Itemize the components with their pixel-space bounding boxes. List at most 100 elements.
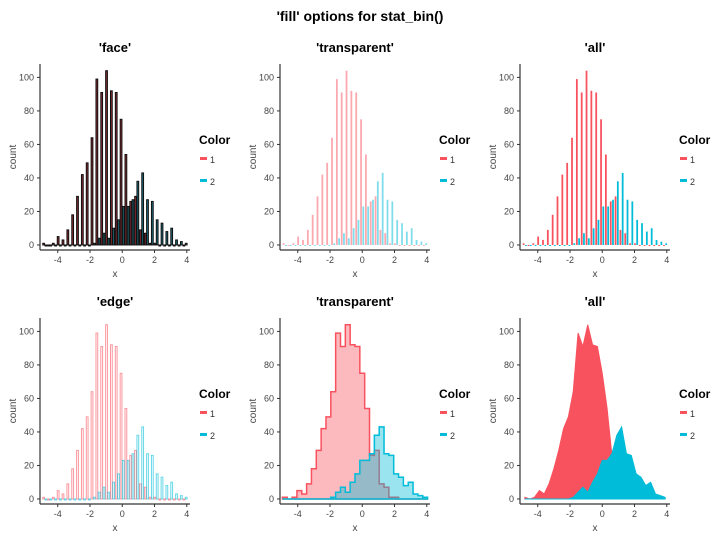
bar-series-2 bbox=[410, 228, 413, 245]
legend: Color 1 2 bbox=[439, 387, 471, 441]
x-tick-label: 4 bbox=[424, 255, 429, 265]
bar-series-2 bbox=[78, 244, 82, 247]
bar-series-1 bbox=[580, 92, 583, 245]
bar-series-1 bbox=[172, 244, 176, 247]
x-tick-label: 2 bbox=[632, 509, 637, 519]
y-axis-label: count bbox=[8, 145, 19, 170]
bar-series-2 bbox=[420, 241, 423, 245]
bar-series-2 bbox=[146, 199, 149, 246]
bar-series-2 bbox=[97, 491, 101, 500]
bar-series-2 bbox=[131, 199, 135, 246]
bar-series-2 bbox=[401, 223, 403, 245]
bar-series-2 bbox=[352, 228, 355, 245]
step-area-series-1 bbox=[281, 323, 428, 500]
area-series-1 bbox=[524, 324, 666, 500]
legend: Color 1 2 bbox=[439, 133, 471, 187]
bar-series-2 bbox=[645, 231, 648, 245]
bar-series-2 bbox=[155, 219, 159, 246]
x-tick-label: 2 bbox=[392, 509, 397, 519]
panel-6: 'all' 0 20 40 60 80 100 -4 -2 0 2 4 x count Color 1 2 bbox=[488, 294, 711, 534]
y-tick-label: 80 bbox=[264, 360, 274, 370]
y-tick-label: 0 bbox=[509, 240, 514, 250]
legend-key-1 bbox=[440, 411, 447, 414]
legend-key-2 bbox=[440, 433, 447, 436]
bar-series-1 bbox=[408, 244, 411, 246]
bar-series-2 bbox=[59, 244, 62, 247]
bar-series-2 bbox=[141, 426, 145, 500]
bar-series-2 bbox=[328, 244, 331, 246]
bar-series-2 bbox=[44, 244, 48, 247]
bar-series-1 bbox=[134, 449, 137, 500]
bar-series-1 bbox=[95, 78, 99, 246]
bar-series-2 bbox=[160, 476, 164, 500]
y-tick-label: 60 bbox=[264, 393, 274, 403]
bar-series-1 bbox=[374, 196, 377, 245]
bar-series-2 bbox=[73, 498, 77, 501]
bar-series-1 bbox=[139, 229, 142, 246]
bar-series-1 bbox=[153, 496, 157, 500]
legend-label-2: 2 bbox=[210, 177, 215, 187]
bar-series-1 bbox=[585, 70, 588, 245]
bar-series-1 bbox=[56, 236, 60, 246]
bar-series-2 bbox=[160, 222, 164, 246]
bar-series-2 bbox=[126, 205, 130, 246]
x-axis-label: x bbox=[113, 269, 118, 280]
bar-series-1 bbox=[292, 243, 295, 245]
bar-series-2 bbox=[425, 243, 428, 245]
bar-series-1 bbox=[105, 324, 108, 500]
bar-series-2 bbox=[112, 227, 116, 246]
bar-series-1 bbox=[42, 242, 46, 246]
bar-series-2 bbox=[299, 244, 302, 246]
y-tick-label: 60 bbox=[24, 139, 34, 149]
bar-series-2 bbox=[357, 219, 360, 245]
x-tick-label: 2 bbox=[152, 509, 157, 519]
y-tick-label: 80 bbox=[24, 106, 34, 116]
bar-series-2 bbox=[367, 206, 370, 245]
bar-series-1 bbox=[168, 244, 171, 247]
bar-series-2 bbox=[92, 496, 96, 500]
bar-series-1 bbox=[158, 244, 162, 247]
panel-title: 'transparent' bbox=[316, 40, 394, 55]
bar-series-1 bbox=[148, 242, 152, 246]
bar-series-1 bbox=[80, 428, 84, 500]
legend: Color 1 2 bbox=[679, 133, 711, 187]
bar-series-2 bbox=[141, 172, 145, 246]
bar-series-1 bbox=[172, 498, 176, 501]
bar-series-2 bbox=[68, 244, 72, 247]
bar-series-2 bbox=[333, 243, 336, 245]
y-tick-label: 40 bbox=[264, 173, 274, 183]
bar-series-1 bbox=[605, 154, 607, 245]
legend-title: Color bbox=[199, 133, 231, 147]
y-tick-label: 100 bbox=[19, 72, 34, 82]
bar-series-1 bbox=[643, 244, 646, 246]
x-tick-label: 4 bbox=[664, 255, 669, 265]
y-tick-label: 80 bbox=[24, 360, 34, 370]
y-tick-label: 40 bbox=[24, 427, 34, 437]
x-tick-label: 0 bbox=[120, 509, 125, 519]
legend-key-1 bbox=[680, 411, 687, 414]
bar-series-2 bbox=[102, 486, 106, 500]
bar-series-2 bbox=[136, 180, 140, 246]
bar-series-2 bbox=[529, 244, 532, 246]
bar-series-2 bbox=[338, 238, 340, 245]
x-tick-label: -4 bbox=[54, 255, 62, 265]
bar-series-1 bbox=[85, 162, 89, 246]
legend-label-2: 2 bbox=[450, 431, 455, 441]
y-tick-label: 60 bbox=[504, 139, 514, 149]
bar-series-1 bbox=[306, 229, 309, 245]
bar-series-1 bbox=[143, 232, 147, 246]
bar-series-2 bbox=[59, 498, 62, 501]
legend-label-2: 2 bbox=[690, 177, 695, 187]
bar-series-1 bbox=[546, 229, 549, 245]
bar-series-2 bbox=[636, 219, 639, 245]
panel-2: 'transparent' 0 20 40 60 80 100 -4 -2 0 2 4 x count Co… bbox=[248, 40, 471, 280]
bar-series-2 bbox=[631, 201, 634, 245]
bar-series-2 bbox=[583, 233, 585, 245]
legend-label-1: 1 bbox=[690, 155, 695, 165]
x-tick-label: -2 bbox=[86, 509, 94, 519]
panel-3: 'all' 0 20 40 60 80 100 -4 -2 0 2 4 x count Color 1 2 bbox=[488, 40, 711, 280]
bar-series-1 bbox=[119, 118, 123, 246]
y-tick-label: 20 bbox=[504, 460, 514, 470]
bar-series-1 bbox=[182, 244, 186, 247]
